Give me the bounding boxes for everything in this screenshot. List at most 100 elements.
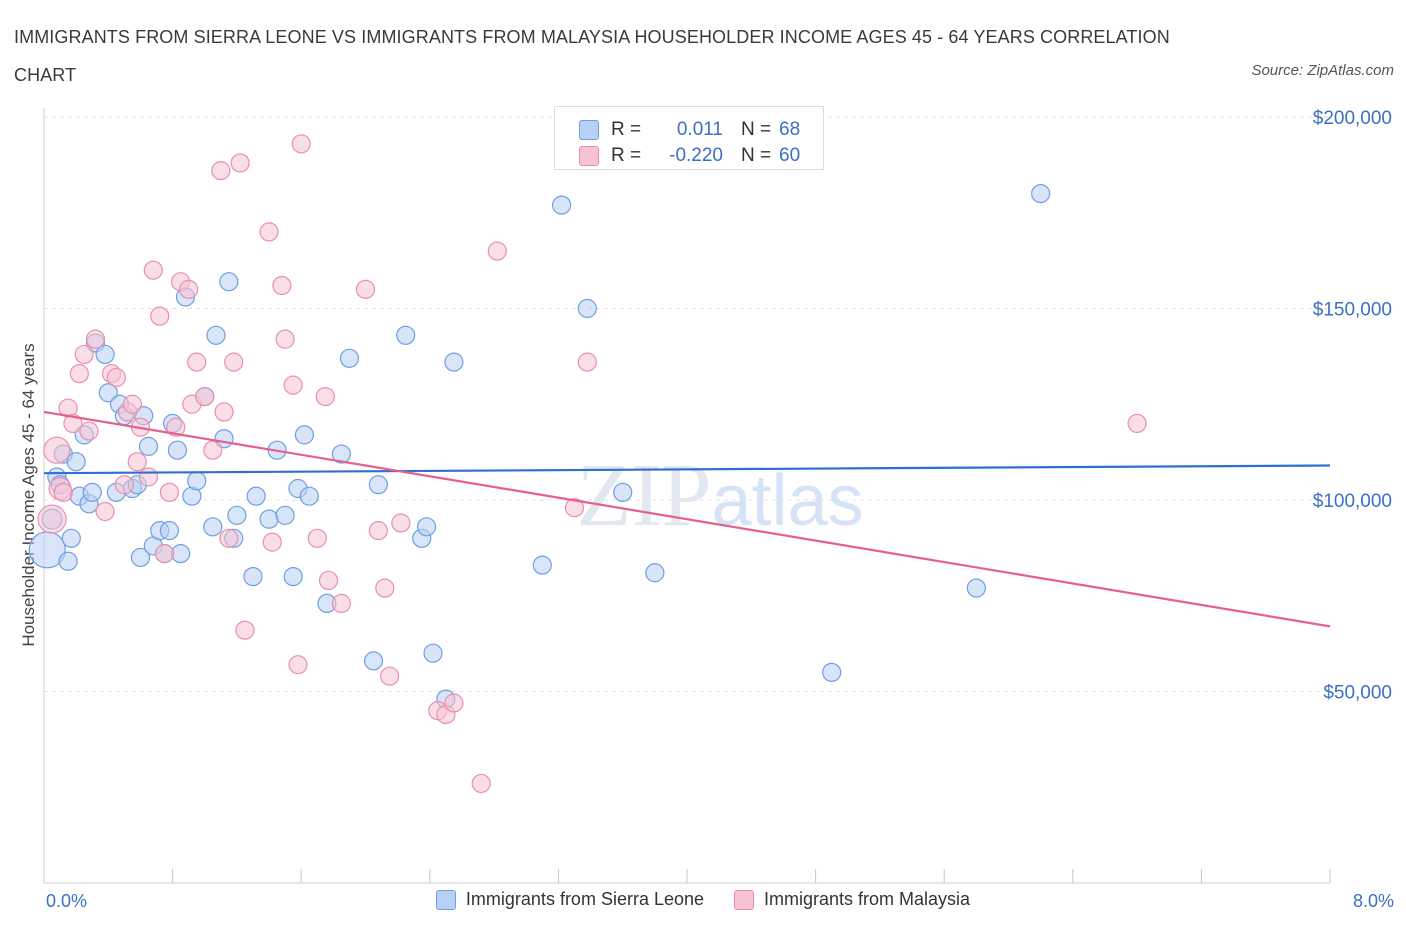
malaysia-point xyxy=(138,467,159,487)
r-value: 0.011 xyxy=(676,119,723,140)
watermark-atlas: atlas xyxy=(711,461,863,541)
x-axis-min-label: 0.0% xyxy=(46,891,88,911)
sierra-leone-point xyxy=(283,566,303,587)
watermark: ZIPatlas xyxy=(576,446,863,545)
malaysia-point xyxy=(375,578,395,598)
malaysia-point xyxy=(262,532,282,552)
data-points xyxy=(28,134,1147,794)
malaysia-point xyxy=(307,528,327,548)
malaysia-point xyxy=(43,436,71,464)
malaysia-point xyxy=(179,279,199,299)
axes xyxy=(43,108,1331,884)
sierra-leone-point xyxy=(259,509,279,529)
malaysia-point xyxy=(355,279,376,299)
sierra-leone-point xyxy=(82,482,102,502)
sierra-leone-point xyxy=(645,563,665,583)
malaysia-point xyxy=(214,402,234,422)
malaysia-point xyxy=(37,504,67,534)
r-label: R = xyxy=(611,145,642,166)
sierra-leone-point xyxy=(577,298,597,319)
sierra-leone-point xyxy=(58,551,78,571)
malaysia-point xyxy=(154,544,175,564)
sierra-leone-point xyxy=(444,352,464,372)
malaysia-point xyxy=(577,352,597,372)
sierra-leone-point xyxy=(243,566,263,587)
sierra-leone-point xyxy=(363,651,384,671)
sierra-leone-point xyxy=(203,517,223,537)
sierra-leone-point xyxy=(368,475,388,495)
sierra-leone-point xyxy=(227,505,247,525)
malaysia-point xyxy=(391,513,411,533)
sierra-leone-point xyxy=(1031,184,1051,204)
stats-swatch-pink xyxy=(579,146,599,166)
malaysia-point xyxy=(159,482,179,502)
malaysia-point xyxy=(283,375,303,395)
legend-swatch-pink xyxy=(734,889,755,910)
malaysia-point xyxy=(288,655,308,675)
malaysia-point xyxy=(79,421,99,441)
bottom-legend: Immigrants from Sierra Leone Immigrants … xyxy=(0,889,1406,910)
malaysia-point xyxy=(166,417,186,437)
malaysia-point xyxy=(114,475,134,495)
sierra-leone-point xyxy=(246,486,266,506)
sierra-leone-point xyxy=(171,544,191,564)
sierra-leone-point xyxy=(275,505,295,525)
malaysia-point xyxy=(291,134,311,154)
sierra-leone-point xyxy=(219,272,239,292)
n-label: N = xyxy=(741,119,772,140)
n-value: 60 xyxy=(779,145,801,166)
n-label: N = xyxy=(741,145,772,166)
sierra-leone-point xyxy=(331,444,351,464)
sierra-leone-point xyxy=(159,521,179,541)
x-axis-max-label: 8.0% xyxy=(1352,891,1394,911)
stats-row-malaysia: R = -0.220 N = 60 xyxy=(579,143,800,169)
malaysia-point xyxy=(380,666,400,686)
legend-item-malaysia[interactable]: Immigrants from Malaysia xyxy=(734,889,970,910)
legend-label: Immigrants from Sierra Leone xyxy=(465,889,705,909)
legend-item-sierra-leone[interactable]: Immigrants from Sierra Leone xyxy=(435,889,705,910)
trend-lines xyxy=(43,410,1331,628)
y-tick-labels: $50,000 $100,000 $150,000 $200,000 xyxy=(1313,108,1392,704)
sierra-leone-point xyxy=(396,325,416,345)
sierra-leone-point xyxy=(95,344,115,365)
sierra-leone-point xyxy=(66,452,86,472)
malaysia-point xyxy=(203,440,223,460)
malaysia-point xyxy=(122,394,143,414)
stats-swatch-blue xyxy=(579,120,599,140)
malaysia-point xyxy=(315,386,335,407)
sierra-leone-point xyxy=(61,528,81,548)
chart-title: IMMIGRANTS FROM SIERRA LEONE VS IMMIGRAN… xyxy=(14,27,1170,85)
malaysia-point xyxy=(69,364,89,384)
malaysia-point xyxy=(63,413,83,433)
r-value: -0.220 xyxy=(669,145,723,166)
legend-label: Immigrants from Malaysia xyxy=(764,889,971,909)
malaysia-point xyxy=(368,521,388,541)
gridlines xyxy=(44,116,1330,692)
malaysia-point xyxy=(85,329,106,349)
malaysia-point xyxy=(106,367,126,388)
stats-row-sierra-leone: R = 0.011 N = 68 xyxy=(579,117,800,143)
sierra-leone-point xyxy=(98,383,118,403)
y-tick-label: $200,000 xyxy=(1313,108,1392,129)
malaysia-point xyxy=(259,222,279,242)
sierra-leone-point xyxy=(613,482,633,502)
malaysia-point xyxy=(195,386,215,407)
malaysia-point xyxy=(230,153,250,173)
source-credit: Source: ZipAtlas.com xyxy=(1251,62,1394,79)
malaysia-point xyxy=(143,260,163,280)
sierra-leone-point xyxy=(187,471,207,491)
malaysia-point xyxy=(444,693,464,713)
malaysia-point xyxy=(187,352,207,372)
sierra-leone-point xyxy=(339,348,360,368)
sierra-leone-point xyxy=(552,195,572,215)
malaysia-point xyxy=(272,275,292,296)
sierra-leone-point xyxy=(532,555,552,575)
n-value: 68 xyxy=(779,119,801,140)
malaysia-point xyxy=(150,306,170,326)
sierra-leone-point xyxy=(423,643,443,663)
malaysia-point xyxy=(211,161,231,181)
sierra-leone-point xyxy=(966,578,986,598)
malaysia-point xyxy=(127,452,147,472)
sierra-leone-point xyxy=(138,436,159,456)
